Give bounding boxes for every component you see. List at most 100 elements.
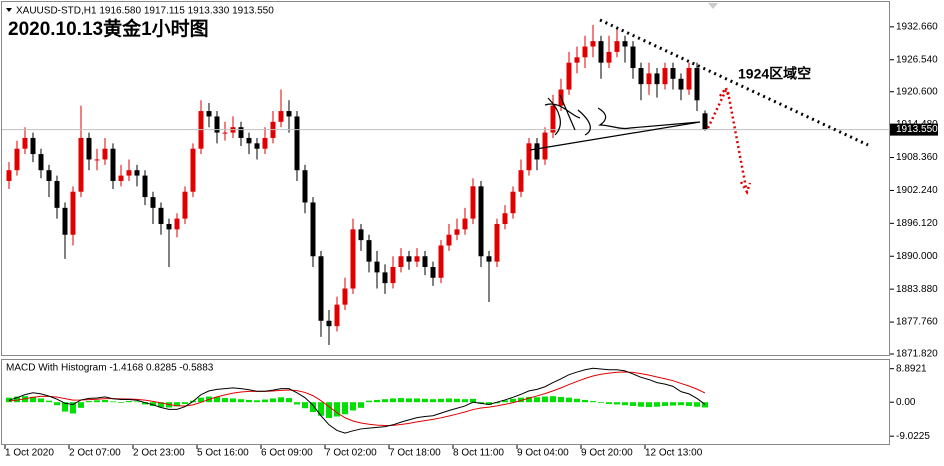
macd-histogram-bar — [406, 398, 412, 403]
candle-body — [326, 320, 332, 327]
x-tick-label: 2 Oct 23:00 — [133, 448, 185, 459]
macd-histogram-bar — [686, 402, 692, 406]
candle-body — [110, 148, 116, 181]
macd-histogram-bar — [78, 402, 84, 408]
x-tick-label: 12 Oct 13:00 — [645, 448, 703, 459]
candle-body — [254, 143, 260, 149]
shift-marker — [708, 3, 718, 9]
candle-body — [438, 245, 444, 278]
x-tick-label: 9 Oct 04:00 — [517, 448, 569, 459]
x-tick-label: 2 Oct 07:00 — [69, 448, 121, 459]
candle-body — [6, 170, 12, 181]
macd-histogram-bar — [646, 402, 652, 408]
candle-body — [662, 68, 668, 85]
macd-histogram-bar — [222, 398, 228, 403]
macd-histogram-bar — [574, 398, 580, 403]
macd-histogram-bar — [430, 399, 436, 403]
candle-body — [54, 180, 60, 208]
candle-body — [590, 41, 596, 47]
macd-histogram-bar — [694, 402, 700, 407]
candle-body — [534, 143, 540, 160]
macd-histogram-bar — [118, 402, 124, 403]
macd-histogram-bar — [14, 396, 20, 403]
candle-body — [262, 137, 268, 149]
x-tick-label: 8 Oct 11:00 — [453, 448, 504, 459]
candle-body — [574, 57, 580, 63]
signature — [529, 94, 701, 151]
macd-histogram-bar — [454, 398, 460, 403]
candle-body — [206, 111, 212, 117]
candle-body — [518, 170, 524, 192]
macd-pane-frame — [1, 359, 890, 445]
macd-histogram-bar — [382, 399, 388, 403]
candle-body — [182, 191, 188, 219]
macd-histogram-bar — [102, 399, 108, 403]
annotation: 1924区域空 — [738, 66, 811, 82]
candle-body — [246, 137, 252, 144]
y-tick-label: 1883.880 — [896, 284, 938, 295]
macd-histogram-bar — [598, 402, 604, 403]
macd-histogram-bar — [254, 400, 260, 403]
y-tick-label: 1896.120 — [896, 218, 938, 229]
candle-body — [598, 41, 604, 63]
candle-body — [38, 154, 44, 171]
macd-histogram-bar — [702, 402, 708, 408]
macd-histogram-bar — [342, 402, 348, 415]
x-tick-label: 7 Oct 18:00 — [389, 448, 441, 459]
header: XAUUSD-STD,H1 1916.580 1917.115 1913.330… — [16, 6, 274, 17]
macd-histogram-bar — [494, 402, 500, 404]
y-tick-label: 1920.600 — [896, 86, 938, 97]
macd-histogram-bar — [294, 402, 300, 405]
candle-body — [302, 170, 308, 203]
candle-body — [494, 223, 500, 262]
candle-body — [118, 175, 124, 181]
macd-histogram-bar — [86, 401, 92, 403]
candle-body — [702, 113, 708, 130]
candle-body — [238, 127, 244, 138]
candle-body — [150, 197, 156, 208]
candle-body — [526, 143, 532, 171]
macd-histogram-bar — [534, 397, 540, 403]
candle-body — [566, 62, 572, 90]
y-tick-label: 1890.000 — [896, 251, 938, 262]
candle-body — [670, 68, 676, 79]
macd-histogram-bar — [94, 400, 100, 403]
candle-body — [310, 202, 316, 257]
macd-histogram-bar — [54, 402, 60, 406]
macd-histogram-bar — [550, 396, 556, 403]
candle-body — [286, 111, 292, 117]
macd-histogram-bar — [526, 396, 532, 403]
macd-histogram-bar — [38, 398, 44, 403]
macd-histogram-bar — [278, 397, 284, 403]
candle-body — [334, 304, 340, 327]
macd-histogram-bar — [566, 397, 572, 403]
macd-histogram-bar — [510, 398, 516, 403]
candle-body — [678, 78, 684, 90]
header-marker — [6, 8, 12, 12]
candle-body — [358, 229, 364, 241]
x-tick-label: 7 Oct 02:00 — [325, 448, 377, 459]
macd-histogram-bar — [446, 398, 452, 403]
candle-body — [294, 116, 300, 171]
macd-histogram-bar — [654, 402, 660, 407]
candle-body — [374, 261, 380, 273]
candle-body — [70, 191, 76, 235]
macd-histogram-bar — [126, 401, 132, 403]
macd-histogram-bar — [542, 396, 548, 403]
candle-body — [86, 137, 92, 160]
candle-body — [46, 170, 52, 181]
macd-histogram-bar — [486, 402, 492, 405]
candle-body — [78, 137, 84, 192]
y-tick-label: 1926.540 — [896, 54, 938, 65]
y-tick-label: 1877.760 — [896, 317, 938, 328]
candle-body — [142, 175, 148, 198]
candle-body — [158, 207, 164, 224]
macd-histogram-bar — [230, 398, 236, 403]
macd-histogram-bar — [502, 400, 508, 403]
candle-body — [582, 46, 588, 58]
candle-body — [166, 223, 172, 230]
macd-histogram-bar — [334, 402, 340, 417]
candle-body — [190, 148, 196, 192]
candle-body — [342, 288, 348, 305]
